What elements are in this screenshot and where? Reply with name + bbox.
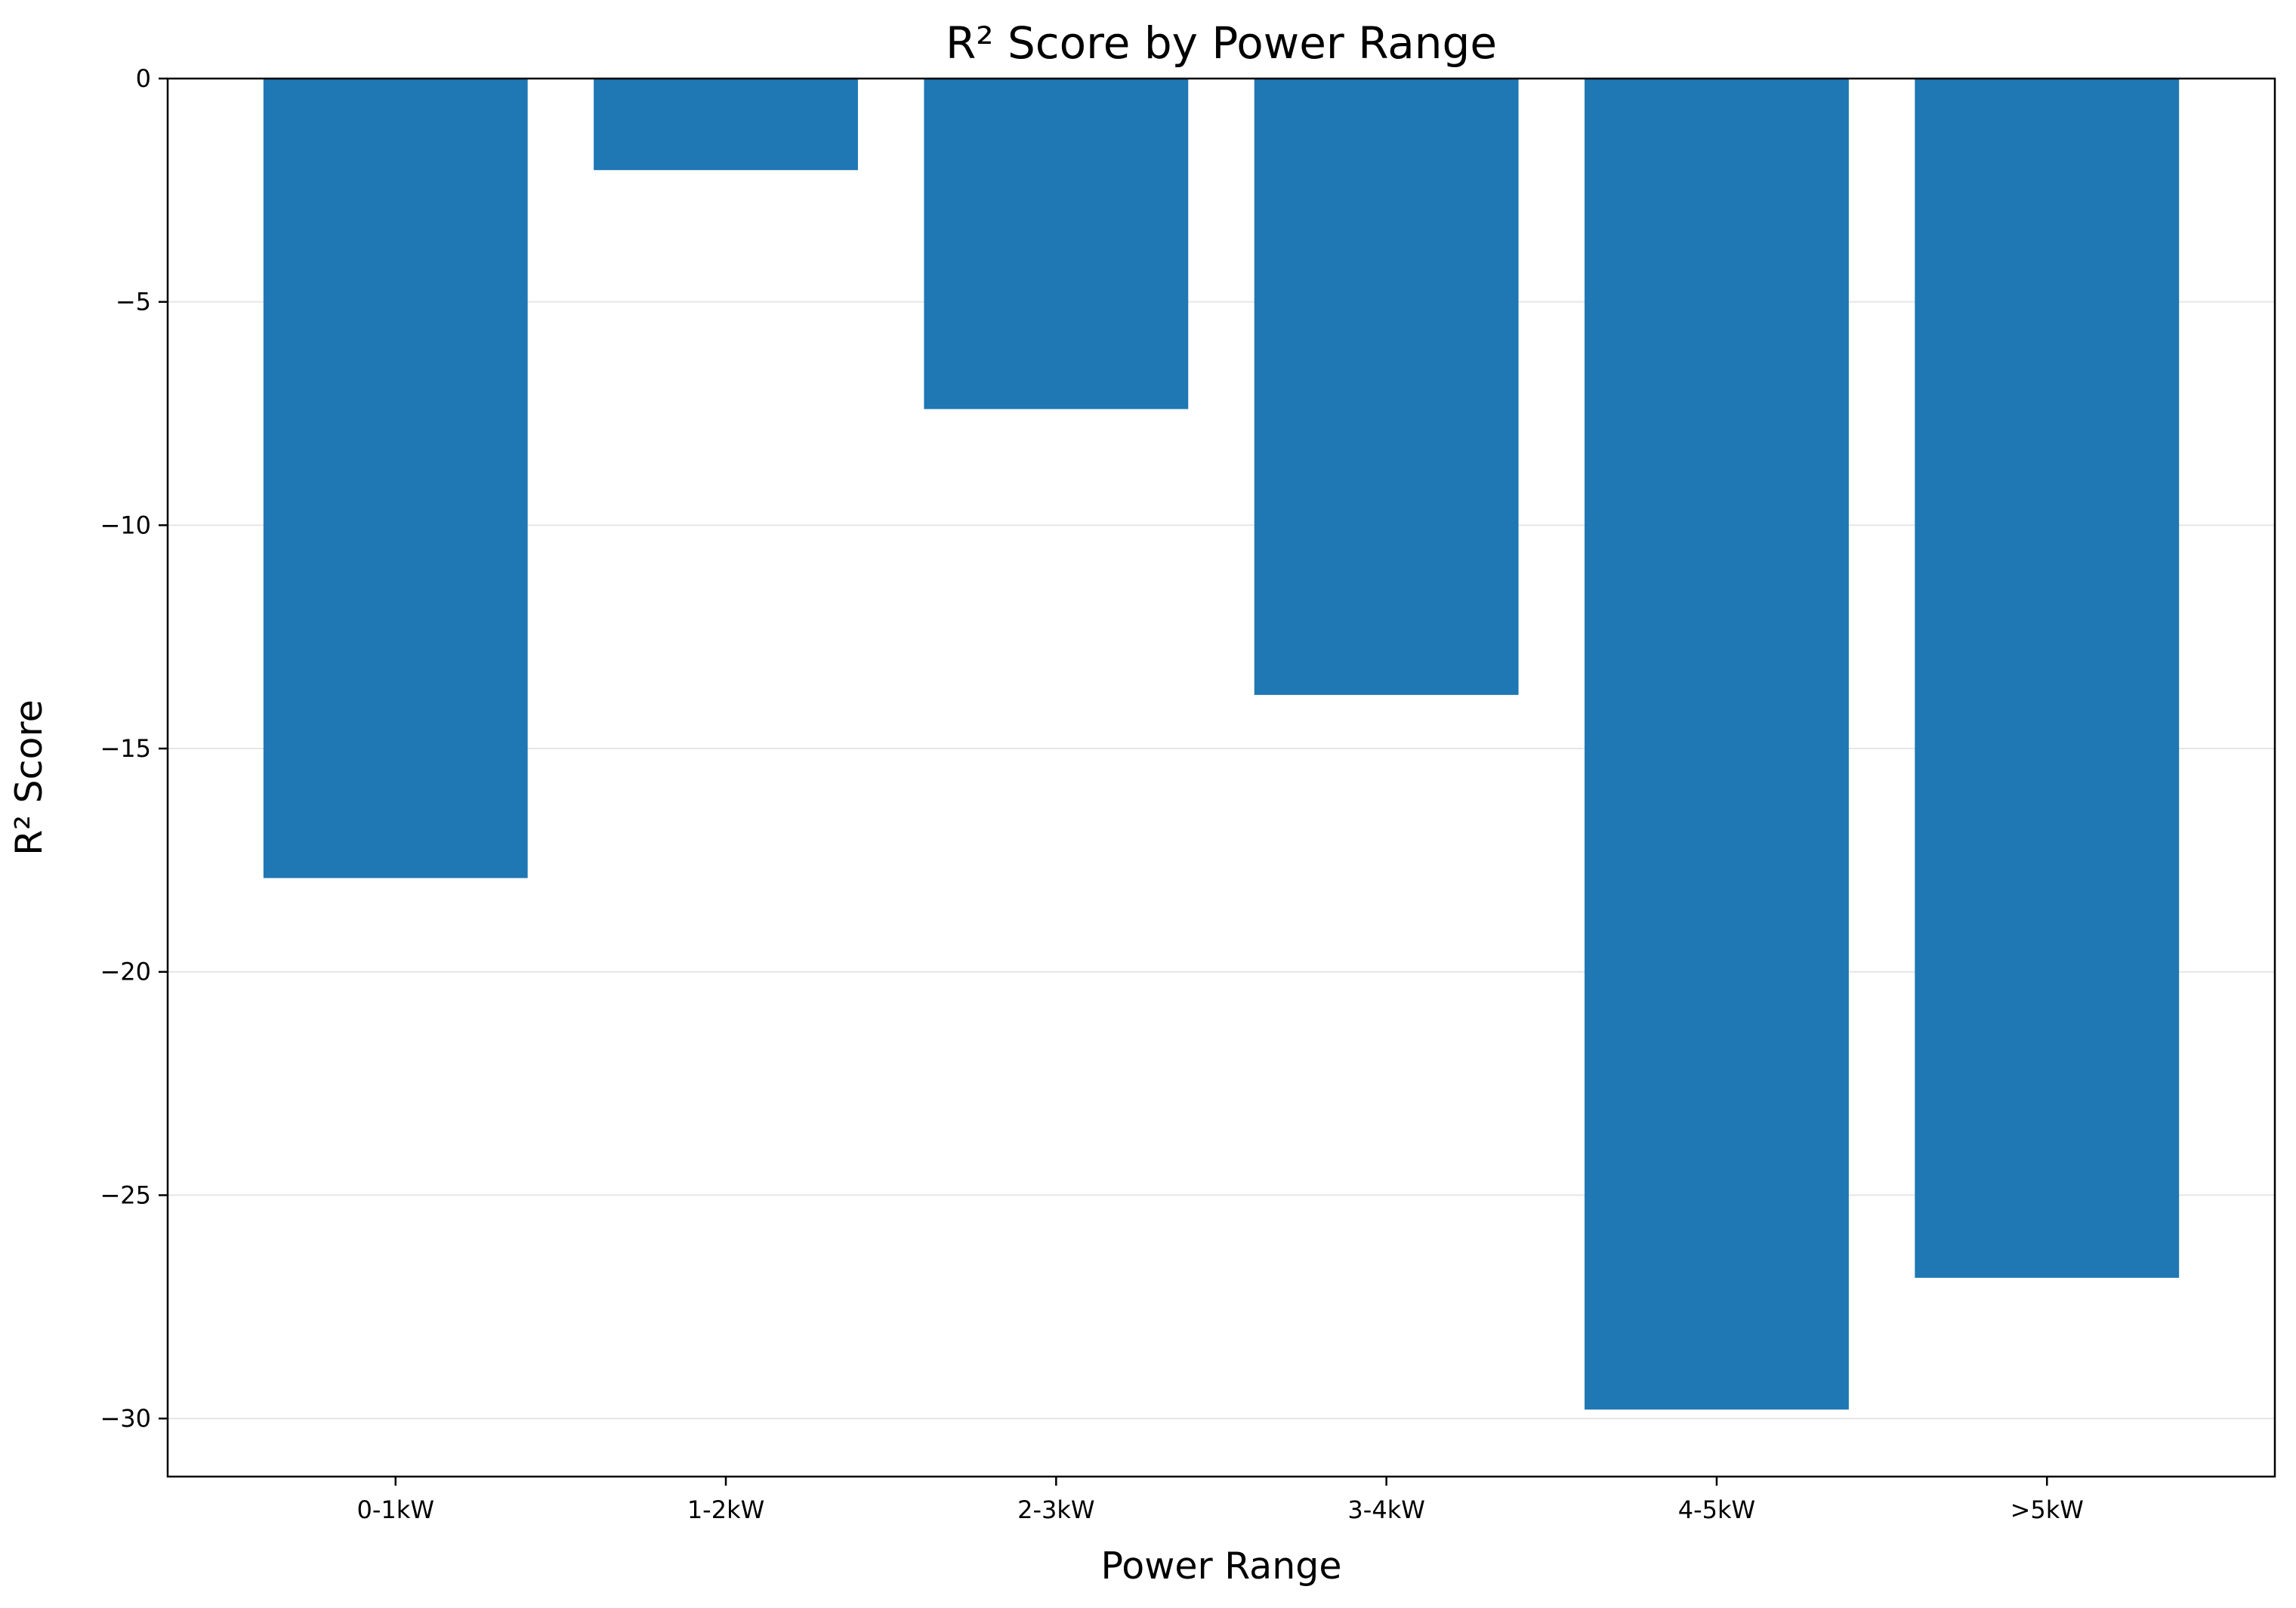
bar-0 bbox=[263, 79, 528, 878]
y-axis-label: R² Score bbox=[8, 699, 51, 856]
y-tick-label: −5 bbox=[116, 288, 151, 316]
x-axis-ticks: 0-1kW 1-2kW 2-3kW 3-4kW 4-5kW >5kW bbox=[357, 1477, 2084, 1524]
bar-5 bbox=[1915, 79, 2180, 1278]
bar-4 bbox=[1585, 79, 1849, 1410]
y-tick-label: −25 bbox=[100, 1181, 151, 1209]
y-tick-label: −20 bbox=[100, 958, 151, 986]
x-tick-label: 0-1kW bbox=[357, 1495, 434, 1524]
bar-1 bbox=[594, 79, 858, 171]
x-tick-label: 3-4kW bbox=[1347, 1495, 1424, 1524]
x-tick-label: 1-2kW bbox=[687, 1495, 764, 1524]
y-tick-label: −15 bbox=[100, 734, 151, 763]
plot-frame bbox=[166, 77, 2276, 1478]
bar-3 bbox=[1254, 79, 1519, 696]
x-tick-label: >5kW bbox=[2011, 1495, 2084, 1524]
chart-title: R² Score by Power Range bbox=[946, 17, 1497, 69]
y-tick-label: −10 bbox=[100, 511, 151, 539]
y-axis-ticks: 0 −5 −10 −15 −20 −25 −30 bbox=[100, 64, 168, 1433]
bar-2 bbox=[924, 79, 1189, 409]
x-tick-label: 4-5kW bbox=[1678, 1495, 1755, 1524]
y-tick-label: −30 bbox=[100, 1404, 151, 1433]
x-tick-label: 2-3kW bbox=[1017, 1495, 1094, 1524]
bars bbox=[263, 79, 2180, 1410]
y-tick-label: 0 bbox=[136, 64, 151, 93]
x-axis-label: Power Range bbox=[1100, 1545, 1341, 1588]
